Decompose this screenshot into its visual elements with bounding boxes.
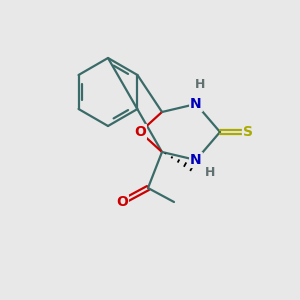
Text: O: O (116, 195, 128, 209)
Text: O: O (134, 125, 146, 139)
Text: N: N (190, 97, 202, 111)
Text: H: H (205, 167, 215, 179)
Text: H: H (195, 79, 205, 92)
Text: N: N (190, 153, 202, 167)
Text: S: S (243, 125, 253, 139)
